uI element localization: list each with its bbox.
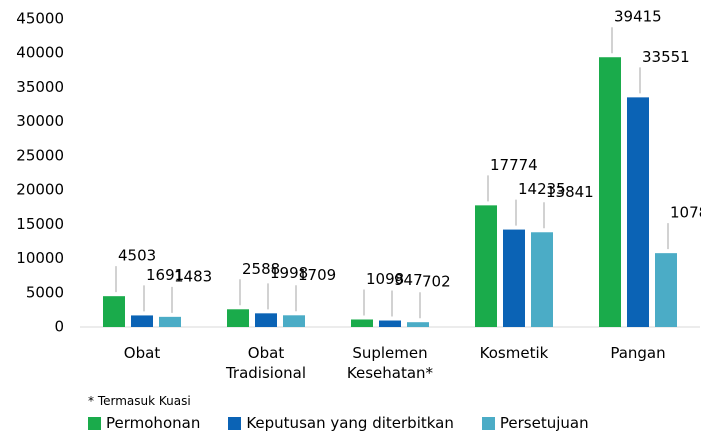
legend-swatch bbox=[88, 416, 101, 430]
y-tick-label: 20000 bbox=[16, 181, 64, 199]
value-label: 10789 bbox=[670, 204, 701, 222]
bar bbox=[131, 315, 153, 327]
value-label: 1709 bbox=[298, 266, 336, 284]
value-label: 4503 bbox=[118, 247, 156, 265]
legend-item: Persetujuan bbox=[481, 414, 589, 432]
y-tick-label: 10000 bbox=[16, 249, 64, 267]
legend-item: Keputusan yang diterbitkan bbox=[228, 414, 454, 432]
bar bbox=[103, 296, 125, 327]
bar bbox=[379, 320, 401, 327]
legend-item: Permohonan bbox=[88, 414, 200, 432]
y-tick-label: 25000 bbox=[16, 146, 64, 164]
value-label: 17774 bbox=[490, 156, 538, 174]
value-label: 1098 bbox=[366, 270, 404, 288]
x-tick-label: Obat Tradisional bbox=[225, 344, 307, 382]
y-tick-label: 40000 bbox=[16, 44, 64, 62]
value-label: 1691 bbox=[146, 266, 184, 284]
value-label: 14235 bbox=[518, 180, 566, 198]
legend-swatch bbox=[228, 416, 242, 430]
legend-swatch bbox=[481, 416, 495, 430]
bar bbox=[531, 232, 553, 327]
y-tick-label: 5000 bbox=[26, 283, 64, 301]
x-tick-label: Kosmetik bbox=[479, 344, 549, 362]
legend: Permohonan Keputusan yang diterbitkan Pers… bbox=[88, 414, 589, 432]
y-tick-label: 45000 bbox=[16, 10, 64, 28]
bar bbox=[255, 313, 277, 327]
bar bbox=[159, 316, 181, 327]
y-tick-label: 35000 bbox=[16, 78, 64, 96]
y-tick-label: 30000 bbox=[16, 112, 64, 130]
value-label: 702 bbox=[422, 273, 451, 291]
value-label: 1483 bbox=[174, 267, 212, 285]
footnote: * Termasuk Kuasi bbox=[88, 394, 191, 408]
bar bbox=[351, 319, 373, 327]
bar bbox=[227, 309, 249, 327]
value-label: 13841 bbox=[546, 183, 594, 201]
value-label: 947 bbox=[394, 271, 423, 289]
bar bbox=[599, 57, 621, 327]
value-label: 2588 bbox=[242, 260, 280, 278]
bar bbox=[503, 229, 525, 327]
value-label: 33551 bbox=[642, 48, 690, 66]
legend-label: Permohonan bbox=[106, 414, 201, 432]
legend-label: Keputusan yang diterbitkan bbox=[246, 414, 454, 432]
legend-label: Persetujuan bbox=[499, 414, 589, 432]
x-tick-label: Pangan bbox=[610, 344, 666, 362]
y-tick-label: 15000 bbox=[16, 215, 64, 233]
value-label: 1998 bbox=[270, 264, 308, 282]
bar bbox=[283, 315, 305, 327]
bar bbox=[475, 205, 497, 327]
x-tick-label: Obat bbox=[123, 344, 161, 362]
x-tick-label: Suplemen Kesehatan* bbox=[346, 344, 434, 382]
bar bbox=[407, 322, 429, 327]
bar bbox=[627, 97, 649, 327]
bar bbox=[655, 253, 677, 327]
y-tick-label: 0 bbox=[54, 318, 64, 336]
value-label: 39415 bbox=[614, 8, 662, 26]
